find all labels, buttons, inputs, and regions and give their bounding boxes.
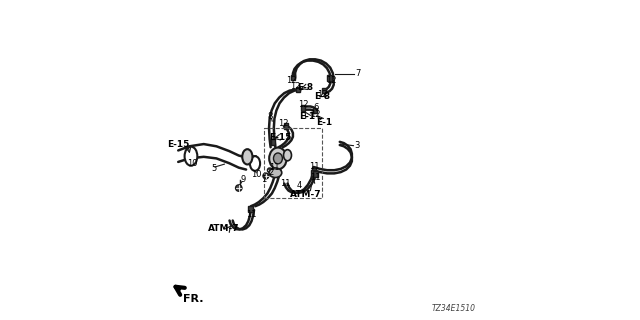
Text: E-15: E-15 [167,140,189,149]
Text: E-8: E-8 [314,92,330,101]
Bar [248,206,253,212]
Text: 3: 3 [354,141,359,150]
Ellipse shape [250,156,260,171]
Text: 11: 11 [280,180,291,188]
Bar [313,171,317,177]
Text: E-1: E-1 [299,112,316,121]
Bar [328,75,332,81]
Ellipse shape [269,148,287,169]
Text: ATM-7: ATM-7 [290,190,321,199]
Text: 12: 12 [291,82,301,91]
Text: 9: 9 [240,175,246,184]
Bar [313,108,317,113]
Ellipse shape [243,149,252,164]
Bar [291,75,294,80]
Text: 1: 1 [261,175,266,184]
Text: 12: 12 [285,76,296,85]
Text: 12: 12 [326,76,337,85]
Bar [271,139,275,145]
Text: 2: 2 [268,168,273,177]
Bar [301,105,305,111]
Text: 11: 11 [246,210,256,219]
Text: FR.: FR. [183,294,204,304]
Bar [322,88,326,93]
Text: 8: 8 [267,113,273,122]
Text: E-15: E-15 [269,133,291,142]
Bar [275,168,279,173]
Text: 7: 7 [356,69,361,78]
Ellipse shape [273,153,282,164]
Text: E-1: E-1 [316,118,332,127]
Text: 10: 10 [252,170,262,179]
Text: 12: 12 [317,90,328,99]
Bar [312,167,316,172]
Circle shape [268,168,272,172]
Text: 6: 6 [314,103,319,112]
Text: E-8: E-8 [297,83,313,92]
Text: 5: 5 [211,164,216,173]
Text: 11: 11 [309,162,319,171]
Bar [310,170,316,176]
Circle shape [236,185,242,191]
Text: 12: 12 [298,100,309,109]
Text: 10: 10 [188,159,198,168]
Text: 11: 11 [310,173,321,182]
Text: TZ34E1510: TZ34E1510 [432,304,476,313]
Bar [296,87,300,92]
Ellipse shape [184,147,197,166]
Circle shape [263,173,269,179]
Ellipse shape [269,168,282,178]
Bar [284,123,288,129]
Text: 11: 11 [269,164,280,172]
Text: 12: 12 [310,110,321,119]
Ellipse shape [284,150,291,161]
Text: 12: 12 [278,119,289,128]
Text: ATM-7: ATM-7 [207,224,239,233]
Text: 4: 4 [296,181,301,190]
